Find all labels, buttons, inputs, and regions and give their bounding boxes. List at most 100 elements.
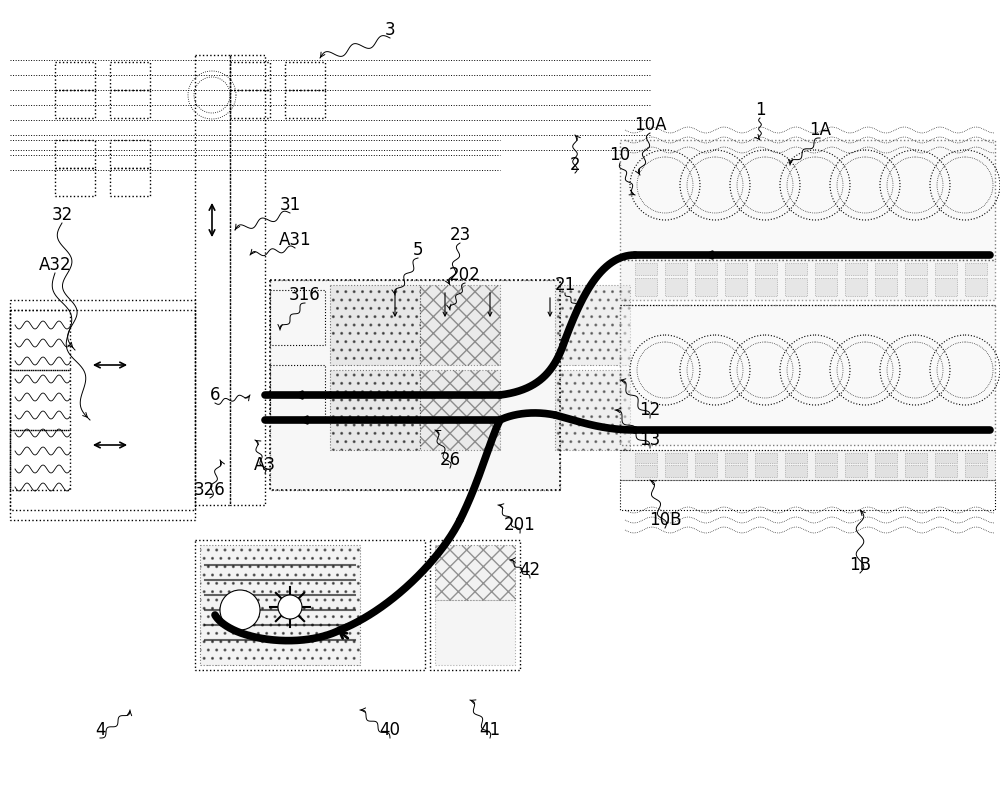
Bar — [10, 310, 70, 370]
Bar — [55, 90, 95, 118]
Bar — [330, 285, 420, 365]
Bar — [230, 55, 265, 505]
Bar — [695, 453, 717, 463]
Bar — [10, 370, 70, 430]
Text: 13: 13 — [639, 431, 661, 449]
Bar — [965, 453, 987, 463]
Bar — [55, 140, 95, 168]
Text: 326: 326 — [194, 481, 226, 499]
Bar — [635, 465, 657, 477]
Bar — [110, 140, 150, 168]
Text: 31: 31 — [279, 196, 301, 214]
Bar — [905, 453, 927, 463]
Bar — [270, 280, 560, 490]
Bar — [965, 263, 987, 275]
Bar — [935, 263, 957, 275]
Bar — [110, 168, 150, 196]
Text: 26: 26 — [439, 451, 461, 469]
Bar — [420, 285, 500, 365]
Bar — [665, 278, 687, 296]
Bar — [635, 263, 657, 275]
Bar — [270, 280, 560, 490]
Bar — [620, 450, 995, 480]
Bar — [845, 453, 867, 463]
Bar — [725, 465, 747, 477]
Bar — [270, 290, 325, 345]
Bar — [270, 365, 325, 420]
Text: 6: 6 — [210, 386, 220, 404]
Bar — [230, 62, 270, 90]
Text: 23: 23 — [449, 226, 471, 244]
Bar — [10, 310, 195, 510]
Text: 202: 202 — [449, 266, 481, 284]
Bar — [935, 465, 957, 477]
Bar — [435, 600, 515, 665]
Bar — [725, 278, 747, 296]
Bar — [635, 453, 657, 463]
Bar — [755, 278, 777, 296]
Text: A3: A3 — [254, 456, 276, 474]
Text: 1B: 1B — [849, 556, 871, 574]
Text: 5: 5 — [413, 241, 423, 259]
Bar — [695, 263, 717, 275]
Bar — [785, 465, 807, 477]
Bar — [330, 370, 420, 450]
Bar — [815, 278, 837, 296]
Text: 10: 10 — [609, 146, 631, 164]
Bar — [435, 545, 515, 600]
Bar — [785, 453, 807, 463]
Bar — [555, 370, 630, 450]
Bar — [725, 453, 747, 463]
Bar — [620, 305, 995, 445]
Text: 10A: 10A — [634, 116, 666, 134]
Bar — [965, 278, 987, 296]
Bar — [755, 465, 777, 477]
Text: 4: 4 — [95, 721, 105, 739]
Bar — [755, 453, 777, 463]
Bar — [935, 453, 957, 463]
Bar — [845, 263, 867, 275]
Bar — [55, 62, 95, 90]
Bar — [725, 263, 747, 275]
Bar — [965, 465, 987, 477]
Text: 3: 3 — [385, 21, 395, 39]
Bar — [755, 263, 777, 275]
Bar — [845, 278, 867, 296]
Text: A32: A32 — [39, 256, 71, 274]
Bar — [635, 278, 657, 296]
Text: 1: 1 — [755, 101, 765, 119]
Bar — [620, 260, 995, 300]
Bar — [695, 278, 717, 296]
Bar — [285, 62, 325, 90]
Bar — [555, 285, 630, 365]
Bar — [420, 370, 500, 450]
Text: 42: 42 — [519, 561, 541, 579]
Bar — [620, 480, 995, 510]
Bar — [665, 465, 687, 477]
Text: 316: 316 — [289, 286, 321, 304]
Bar — [665, 453, 687, 463]
Bar — [875, 453, 897, 463]
Circle shape — [220, 590, 260, 630]
Bar — [110, 62, 150, 90]
Bar — [935, 278, 957, 296]
Bar — [815, 453, 837, 463]
Text: 1A: 1A — [809, 121, 831, 139]
Bar — [845, 465, 867, 477]
Bar — [285, 90, 325, 118]
Text: 10B: 10B — [649, 511, 681, 529]
Text: 21: 21 — [554, 276, 576, 294]
Bar — [875, 263, 897, 275]
Text: 201: 201 — [504, 516, 536, 534]
Bar — [195, 55, 230, 505]
Bar — [430, 540, 520, 670]
Text: 40: 40 — [380, 721, 400, 739]
Bar — [10, 300, 195, 520]
Text: 12: 12 — [639, 401, 661, 419]
Bar — [905, 278, 927, 296]
Bar — [905, 465, 927, 477]
Bar — [55, 168, 95, 196]
Bar — [815, 465, 837, 477]
Bar — [110, 90, 150, 118]
Text: 2: 2 — [570, 156, 580, 174]
